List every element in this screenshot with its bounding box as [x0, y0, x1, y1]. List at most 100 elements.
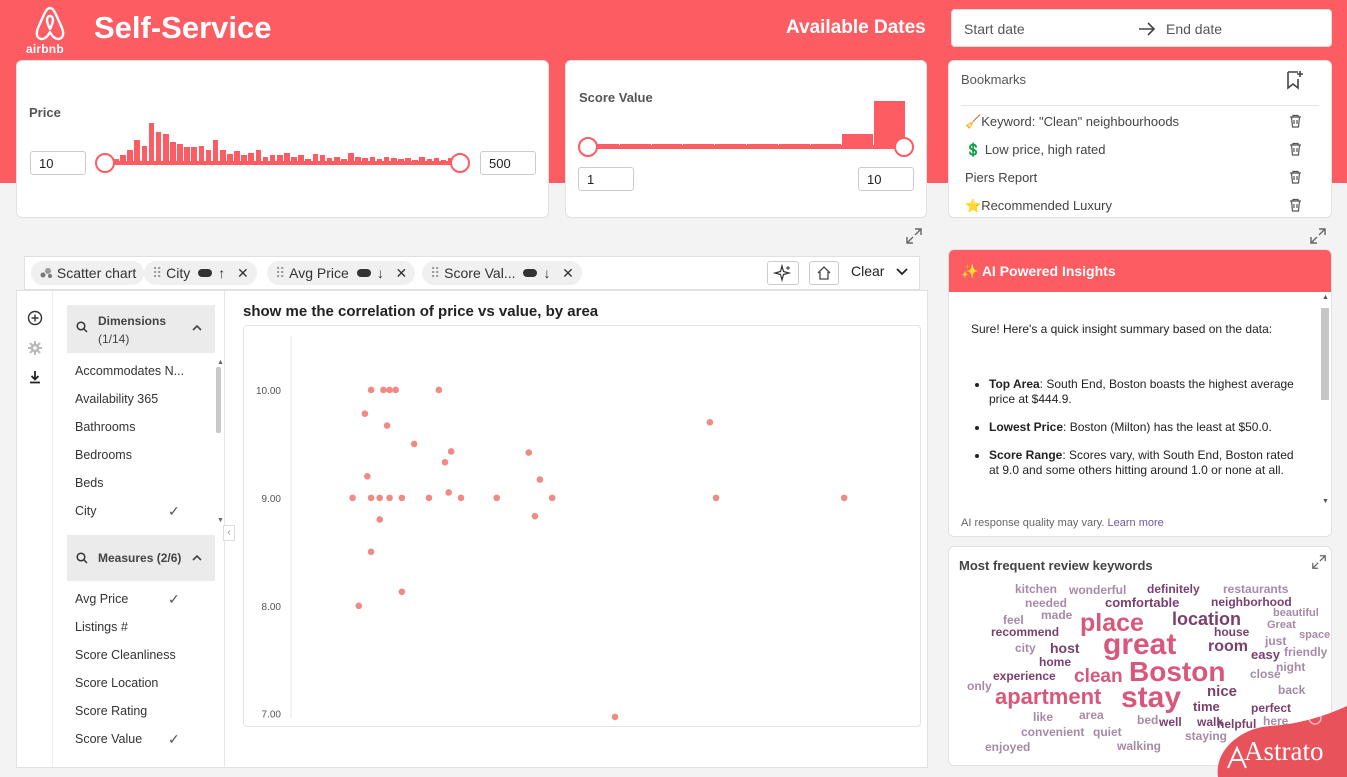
measure-item[interactable]: Score Location	[75, 676, 159, 690]
keyword-word[interactable]: house	[1214, 625, 1250, 639]
price-slider-min-handle[interactable]	[95, 153, 115, 173]
sort-icon[interactable]: ↓	[543, 265, 551, 281]
keyword-word[interactable]: like	[1033, 710, 1054, 724]
astrato-watermark[interactable]: Astrato	[1210, 706, 1347, 777]
data-point[interactable]	[840, 494, 848, 502]
keyword-word[interactable]: kitchen	[1015, 582, 1058, 596]
data-point[interactable]	[386, 494, 393, 502]
home-button[interactable]	[809, 261, 839, 285]
measure-item[interactable]: Avg Price	[75, 592, 129, 606]
chevron-down-icon[interactable]	[895, 265, 909, 279]
keyword-word[interactable]: night	[1276, 660, 1306, 674]
keyword-word[interactable]: room	[1208, 638, 1248, 655]
data-point[interactable]	[425, 494, 433, 502]
data-point[interactable]	[392, 386, 400, 394]
search-icon[interactable]	[76, 552, 88, 564]
gear-icon[interactable]	[27, 340, 43, 356]
field-pill-avg-price[interactable]: ⠿ Avg Price ↓ ✕	[267, 261, 416, 285]
keyword-word[interactable]: back	[1278, 683, 1306, 697]
close-icon[interactable]: ✕	[236, 265, 249, 281]
keyword-word[interactable]: area	[1079, 708, 1104, 722]
keyword-word[interactable]: location	[1172, 609, 1242, 629]
drag-handle-icon[interactable]: ⠿	[152, 265, 163, 281]
drag-handle-icon[interactable]: ⠿	[430, 265, 441, 281]
score-max-input[interactable]: 10	[858, 167, 914, 191]
learn-more-link[interactable]: Learn more	[1107, 517, 1164, 529]
data-point[interactable]	[536, 476, 544, 483]
keyword-word[interactable]: staying	[1185, 729, 1228, 743]
measure-item[interactable]: Listings #	[75, 620, 128, 634]
keyword-word[interactable]: time	[1193, 699, 1220, 714]
drag-handle-icon[interactable]: ⠿	[275, 265, 286, 281]
keyword-word[interactable]: clean	[1074, 666, 1123, 687]
keyword-word[interactable]: definitely	[1147, 582, 1200, 596]
expand-icon[interactable]	[1309, 227, 1327, 245]
data-point[interactable]	[441, 458, 449, 466]
download-icon[interactable]	[27, 369, 43, 385]
dimensions-scrollbar[interactable]	[216, 367, 221, 433]
keyword-word[interactable]: city	[1015, 641, 1036, 655]
scroll-thumb[interactable]	[1321, 308, 1329, 400]
data-point[interactable]	[367, 494, 375, 502]
price-slider-track[interactable]	[105, 161, 461, 165]
keyword-word[interactable]: needed	[1025, 596, 1068, 610]
dimension-item[interactable]: Bedrooms	[75, 448, 132, 462]
chevron-up-icon[interactable]	[191, 553, 203, 563]
data-point[interactable]	[611, 713, 619, 721]
data-point[interactable]	[531, 512, 539, 520]
bookmark-item[interactable]: 🧹Keyword: "Clean" neighbourhoods	[965, 114, 1179, 130]
data-point[interactable]	[712, 494, 720, 502]
keyword-word[interactable]: stay	[1121, 681, 1182, 714]
data-point[interactable]	[364, 472, 371, 480]
score-slider-max-handle[interactable]	[894, 137, 914, 157]
data-point[interactable]	[398, 588, 406, 596]
keyword-word[interactable]: close	[1250, 667, 1281, 681]
scroll-down-icon[interactable]: ▼	[1322, 498, 1329, 505]
add-bookmark-icon[interactable]	[1286, 70, 1304, 90]
toggle-icon[interactable]	[198, 269, 213, 277]
data-point[interactable]	[367, 548, 375, 556]
bookmark-item[interactable]: Piers Report	[965, 170, 1037, 185]
trash-icon[interactable]	[1289, 114, 1302, 128]
toggle-icon[interactable]	[523, 269, 538, 277]
sort-icon[interactable]: ↓	[376, 265, 384, 281]
keyword-word[interactable]: made	[1041, 608, 1073, 622]
clear-button[interactable]: Clear	[851, 263, 885, 279]
field-pill-city[interactable]: ⠿ City ↑ ✕	[144, 261, 257, 285]
keyword-word[interactable]: recommend	[991, 625, 1060, 639]
start-date-input[interactable]: Start date	[964, 21, 1025, 37]
data-point[interactable]	[380, 386, 387, 394]
keyword-word[interactable]: Great	[1267, 619, 1296, 631]
data-point[interactable]	[367, 386, 375, 394]
dimension-item[interactable]: Availability 365	[75, 392, 159, 406]
keyword-word[interactable]: only	[967, 679, 992, 693]
dimensions-header[interactable]: Dimensions (1/14)	[67, 305, 215, 353]
dimension-item[interactable]: City	[75, 504, 97, 518]
keyword-word[interactable]: helpful	[1217, 717, 1257, 731]
score-slider-min-handle[interactable]	[578, 137, 598, 157]
scatter-chart[interactable]: 7.008.009.0010.000.0100.0200.0300.0400.0…	[244, 326, 920, 745]
data-point[interactable]	[355, 602, 363, 610]
sort-icon[interactable]: ↑	[218, 265, 226, 281]
keyword-word[interactable]: space	[1299, 629, 1331, 641]
data-point[interactable]	[706, 419, 714, 426]
dimension-item[interactable]: Beds	[75, 476, 104, 490]
price-min-input[interactable]: 10	[30, 151, 86, 175]
trash-icon[interactable]	[1289, 198, 1302, 212]
keyword-word[interactable]: friendly	[1284, 645, 1328, 659]
data-point[interactable]	[493, 494, 501, 502]
airbnb-logo[interactable]: airbnb	[26, 4, 74, 60]
keyword-word[interactable]: enjoyed	[985, 740, 1031, 754]
keyword-word[interactable]: just	[1265, 634, 1287, 648]
add-circle-icon[interactable]	[27, 310, 43, 326]
keyword-word[interactable]: easy	[1251, 647, 1280, 662]
keyword-word[interactable]: walking	[1117, 739, 1162, 753]
keyword-word[interactable]: perfect	[1251, 701, 1292, 715]
trash-icon[interactable]	[1289, 170, 1302, 184]
data-point[interactable]	[386, 386, 393, 394]
keyword-word[interactable]: neighborhood	[1211, 595, 1292, 609]
keyword-word[interactable]: here	[1263, 714, 1289, 728]
data-point[interactable]	[457, 494, 465, 502]
data-point[interactable]	[398, 494, 406, 502]
score-min-input[interactable]: 1	[578, 167, 634, 191]
